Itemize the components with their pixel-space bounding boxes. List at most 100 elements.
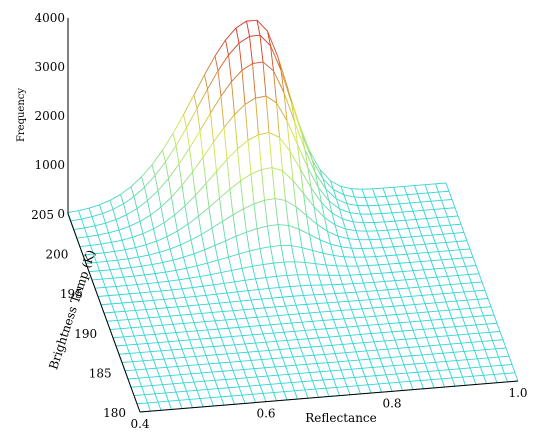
mesh-line-reflectance [139, 291, 151, 294]
mesh-line-reflectance [412, 209, 424, 212]
mesh-line-reflectance [132, 233, 144, 238]
mesh-line-temperature [364, 376, 369, 385]
mesh-line-temperature [186, 391, 190, 400]
mesh-line-reflectance [103, 311, 115, 314]
mesh-line-temperature [151, 325, 156, 335]
mesh-line-reflectance [283, 92, 295, 122]
mesh-line-temperature [154, 273, 159, 283]
mesh-line-reflectance [130, 176, 142, 188]
mesh-line-reflectance [340, 186, 352, 190]
mesh-line-reflectance [202, 141, 214, 158]
mesh-line-reflectance [450, 283, 462, 286]
mesh-line-temperature [396, 195, 400, 204]
mesh-line-reflectance [388, 381, 400, 384]
mesh-line-reflectance [387, 228, 399, 231]
mesh-line-temperature [123, 203, 127, 215]
mesh-line-reflectance [298, 372, 310, 374]
mesh-line-reflectance [238, 250, 250, 255]
mesh-line-temperature [160, 350, 165, 360]
mesh-line-temperature [429, 286, 433, 295]
mesh-line-reflectance [309, 234, 321, 241]
mesh-line-reflectance [78, 207, 90, 212]
mesh-line-reflectance [168, 163, 180, 179]
mesh-line-temperature [258, 351, 262, 360]
mesh-line-temperature [304, 389, 309, 399]
mesh-line-reflectance [280, 70, 292, 103]
mesh-line-reflectance [328, 335, 340, 338]
mesh-line-temperature [172, 133, 177, 146]
mesh-line-temperature [268, 132, 273, 168]
mesh-line-temperature [196, 330, 201, 340]
mesh-line-reflectance [417, 192, 429, 195]
mesh-line-temperature [238, 386, 243, 396]
mesh-line-temperature [307, 338, 312, 348]
mesh-line-temperature [436, 336, 441, 346]
mesh-line-temperature [109, 200, 114, 210]
mesh-line-temperature [211, 371, 216, 381]
mesh-line-reflectance [349, 212, 361, 215]
surface-mesh [67, 19, 519, 413]
mesh-line-reflectance [384, 280, 396, 282]
mesh-line-temperature [193, 253, 198, 266]
mesh-line-reflectance [153, 358, 165, 361]
mesh-line-reflectance [378, 263, 390, 266]
mesh-line-temperature [129, 293, 133, 303]
mesh-line-temperature [261, 298, 265, 309]
mesh-line-reflectance [250, 298, 262, 301]
mesh-line-reflectance [88, 204, 100, 209]
mesh-line-reflectance [312, 320, 324, 322]
mesh-line-temperature [114, 311, 118, 321]
mesh-line-reflectance [274, 365, 286, 368]
mesh-line-temperature [267, 316, 271, 325]
mesh-line-temperature [378, 205, 382, 214]
mesh-line-reflectance [283, 390, 295, 393]
mesh-line-temperature [298, 229, 303, 248]
mesh-line-temperature [207, 89, 211, 114]
mesh-line-reflectance [228, 326, 240, 329]
mesh-line-reflectance [324, 293, 336, 295]
mesh-line-temperature [436, 277, 441, 286]
mesh-line-temperature [138, 256, 142, 267]
mesh-line-reflectance [235, 377, 247, 380]
mesh-line-reflectance [270, 45, 282, 71]
mesh-line-reflectance [378, 382, 390, 385]
mesh-line-reflectance [367, 264, 379, 267]
mesh-line-temperature [426, 277, 430, 287]
mesh-line-reflectance [385, 314, 397, 316]
mesh-line-reflectance [175, 390, 187, 393]
y-tick-label: 200 [45, 248, 68, 262]
mesh-line-temperature [132, 361, 136, 371]
mesh-line-reflectance [213, 345, 225, 347]
mesh-line-temperature [333, 319, 337, 329]
mesh-line-temperature [192, 287, 196, 297]
mesh-line-reflectance [139, 351, 151, 353]
mesh-line-temperature [361, 308, 366, 318]
mesh-line-temperature [196, 265, 201, 277]
mesh-line-reflectance [109, 328, 121, 330]
mesh-line-temperature [451, 377, 456, 387]
mesh-line-temperature [309, 372, 313, 382]
mesh-line-temperature [202, 286, 207, 296]
mesh-line-reflectance [414, 303, 426, 305]
mesh-line-reflectance [252, 264, 264, 267]
mesh-line-temperature [289, 151, 294, 181]
mesh-line-temperature [294, 390, 298, 400]
mesh-line-reflectance [337, 360, 349, 363]
mesh-line-temperature [120, 194, 124, 204]
mesh-line-temperature [375, 256, 379, 266]
mesh-line-temperature [415, 338, 420, 347]
mesh-line-reflectance [282, 295, 294, 298]
mesh-line-temperature [445, 361, 450, 370]
mesh-line-temperature [385, 374, 390, 384]
mesh-line-temperature [454, 267, 459, 276]
mesh-line-reflectance [315, 263, 327, 266]
mesh-line-reflectance [178, 277, 190, 281]
mesh-line-reflectance [177, 305, 189, 308]
mesh-line-reflectance [285, 304, 297, 307]
mesh-line-reflectance [412, 269, 424, 272]
mesh-line-temperature [241, 394, 246, 404]
mesh-line-temperature [198, 304, 202, 314]
mesh-line-temperature [405, 220, 409, 229]
mesh-line-reflectance [406, 312, 418, 315]
mesh-line-temperature [438, 370, 442, 379]
